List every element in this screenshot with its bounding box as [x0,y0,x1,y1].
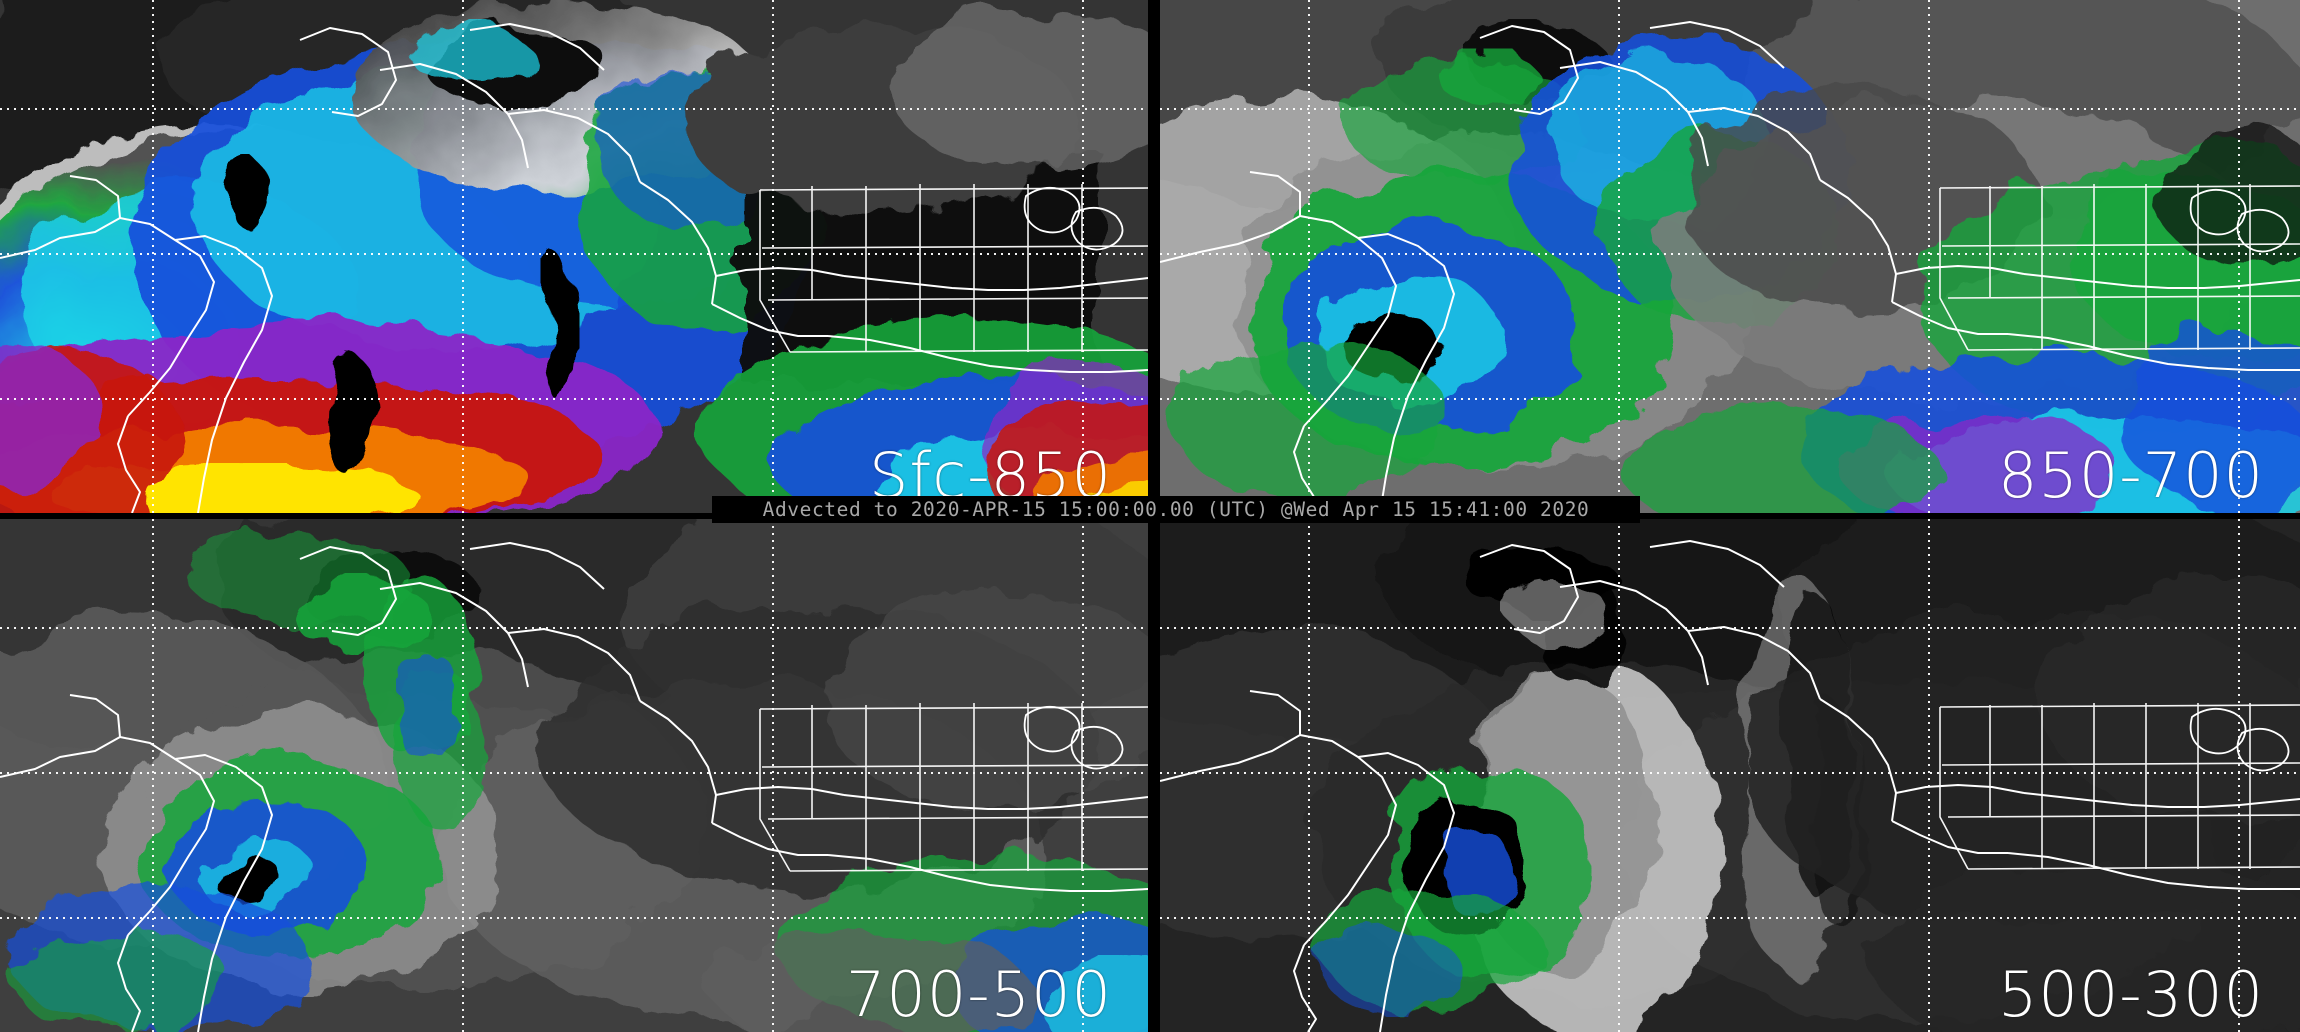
timestamp-banner: Advected to 2020-APR-15 15:00:00.00 (UTC… [712,496,1640,523]
panel-label-850-700: 850-700 [1997,439,2264,512]
panel-label-700-500: 700-500 [845,958,1112,1031]
panel-850-700-imagery [1160,0,2300,513]
panel-sfc-850[interactable]: Sfc-850 [0,0,1148,513]
panel-label-500-300: 500-300 [1997,958,2264,1031]
panel-700-500-imagery [0,519,1148,1032]
panel-sfc-850-imagery [0,0,1148,513]
panel-500-300-imagery [1160,519,2300,1032]
panel-700-500[interactable]: 700-500 [0,519,1148,1032]
panel-850-700[interactable]: 850-700 [1160,0,2300,513]
panel-500-300[interactable]: 500-300 [1160,519,2300,1032]
timestamp-text: Advected to 2020-APR-15 15:00:00.00 (UTC… [762,498,1590,521]
